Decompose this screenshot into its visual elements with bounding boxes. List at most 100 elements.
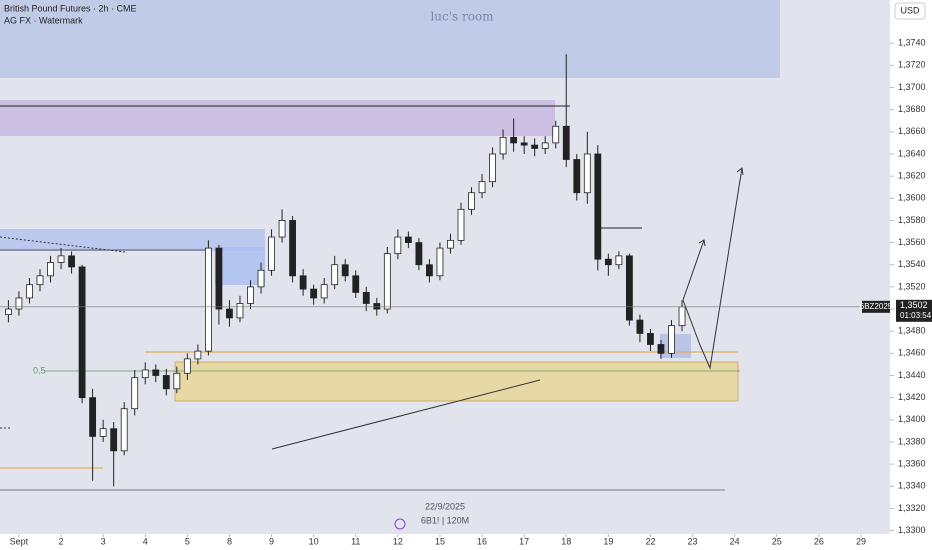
y-tick-label: 1,3560 — [898, 237, 926, 247]
x-tick-label: 4 — [143, 536, 148, 546]
y-tick-label: 1,3600 — [898, 193, 926, 203]
candle-body — [131, 377, 139, 410]
candle-body — [468, 192, 475, 210]
y-tick-label: 1,3340 — [898, 481, 926, 491]
x-tick-label: Sept — [10, 536, 29, 546]
candle-body — [215, 247, 223, 310]
candle-body — [604, 258, 612, 266]
candle-body — [657, 344, 665, 354]
chart-subtitle: AG FX · Watermark — [4, 15, 83, 25]
candle-body — [531, 144, 539, 149]
y-tick-label: 1,3520 — [898, 281, 926, 291]
symbol: 6BZ2025 — [860, 302, 893, 311]
date-label: 22/9/2025 — [425, 501, 465, 511]
candle-body — [173, 372, 181, 390]
event-icon[interactable] — [394, 518, 406, 530]
projection-arrow — [682, 239, 705, 301]
y-tick-label: 1,3700 — [898, 82, 926, 92]
candle-body — [573, 159, 581, 194]
x-tick-label: 16 — [477, 536, 487, 546]
candle-body — [541, 142, 549, 149]
supply-zone — [0, 0, 780, 78]
candle-body — [362, 292, 370, 304]
x-tick-label: 12 — [393, 536, 403, 546]
candle-body — [426, 264, 433, 277]
candle-body — [341, 264, 349, 277]
y-tick-label: 1,3380 — [898, 436, 926, 446]
candle-body — [36, 275, 44, 286]
x-tick-label: 3 — [101, 536, 106, 546]
candle-body — [636, 319, 644, 334]
y-tick-label: 1,3720 — [898, 60, 926, 70]
candle-body — [194, 350, 202, 360]
candle-body — [625, 255, 633, 321]
y-tick-label: 1,3400 — [898, 414, 926, 424]
y-tick-label: 1,3320 — [898, 503, 926, 513]
candle-body — [615, 255, 623, 266]
candle-body — [668, 325, 675, 354]
supply-zone — [0, 100, 555, 136]
y-tick-label: 1,3420 — [898, 392, 926, 402]
candle-body — [383, 253, 391, 310]
zone — [0, 229, 265, 251]
candle-body — [373, 303, 381, 310]
candle-body — [152, 369, 160, 376]
trend-line — [271, 379, 541, 450]
candle-body — [510, 136, 518, 144]
candle-body — [583, 153, 591, 194]
time-axis — [0, 534, 932, 550]
fib-label: 0,5 — [33, 365, 46, 375]
watermark: luc's room — [430, 10, 494, 24]
arrow-head — [736, 167, 744, 176]
y-tick-label: 1,3660 — [898, 126, 926, 136]
candle-body — [404, 236, 412, 243]
y-tick-label: 1,3360 — [898, 458, 926, 468]
candle-body — [226, 308, 233, 319]
x-tick-label: 5 — [185, 536, 190, 546]
candle-body — [183, 358, 191, 374]
currency[interactable]: USD — [900, 5, 920, 15]
candle-body — [647, 333, 654, 345]
candle-body — [162, 375, 170, 390]
candle-body — [5, 308, 12, 315]
x-tick-label: 10 — [309, 536, 319, 546]
chart-title: British Pound Futures · 2h · CME — [4, 3, 137, 13]
candle-body — [394, 236, 402, 255]
candle-body — [478, 181, 486, 194]
candle-body — [320, 284, 328, 299]
currency-box[interactable] — [894, 2, 926, 20]
x-tick-label: 18 — [561, 536, 571, 546]
candle-body — [47, 262, 54, 277]
symbol-tag — [862, 300, 890, 313]
x-tick-label: 8 — [227, 536, 232, 546]
arrow-head — [698, 239, 706, 247]
x-tick-label: 24 — [730, 536, 740, 546]
candle-body — [278, 220, 286, 238]
x-tick-label: 22 — [645, 536, 655, 546]
candle-body — [26, 284, 33, 299]
y-tick-label: 1,3740 — [898, 38, 926, 48]
y-tick-label: 1,3460 — [898, 348, 926, 358]
x-tick-label: 26 — [814, 536, 824, 546]
candle-body — [552, 125, 560, 144]
price-axis — [890, 0, 932, 550]
candle-body — [268, 236, 275, 271]
candle-body — [562, 125, 570, 160]
candle-body — [499, 136, 507, 155]
candle-body — [436, 247, 444, 277]
candle-body — [489, 153, 496, 183]
demand-zone — [174, 361, 739, 402]
x-tick-label: 29 — [856, 536, 866, 546]
candle-body — [78, 266, 86, 399]
candle-body — [331, 264, 339, 286]
y-tick-label: 1,3440 — [898, 370, 926, 380]
last-price: 1,3502 — [900, 300, 928, 310]
x-tick-label: 2 — [59, 536, 64, 546]
candle-body — [257, 269, 265, 288]
x-tick-label: 19 — [603, 536, 613, 546]
candle-body — [68, 255, 75, 268]
zone — [215, 247, 265, 285]
candle-body — [447, 239, 454, 249]
